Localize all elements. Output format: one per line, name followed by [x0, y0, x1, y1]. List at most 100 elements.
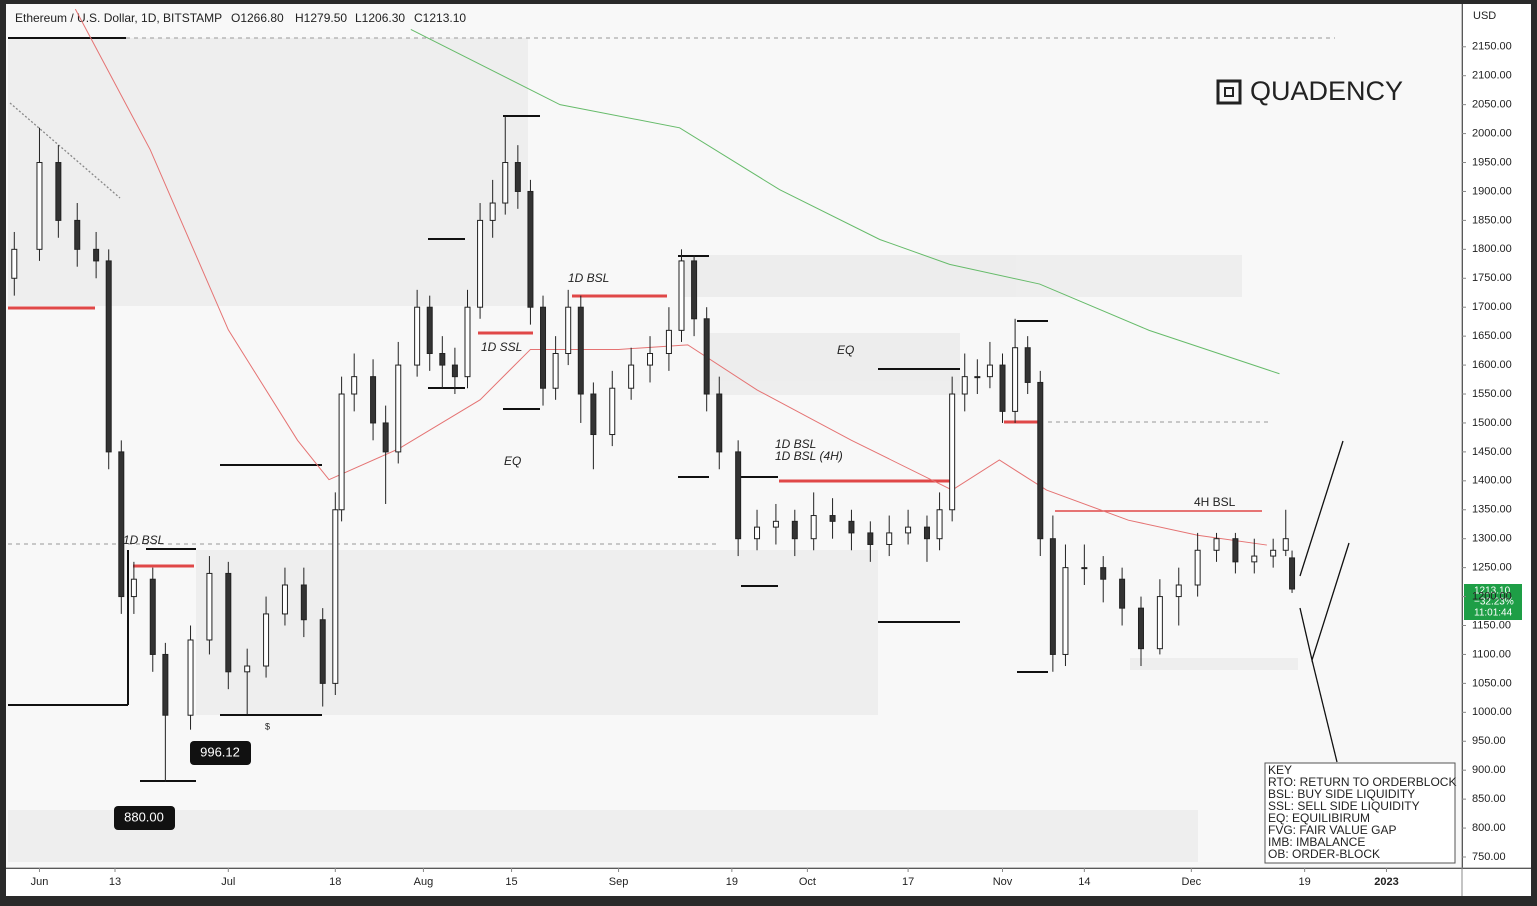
- candle-body: [93, 248, 100, 262]
- candle-body: [565, 306, 572, 355]
- y-tick-label: 2150.00: [1472, 41, 1512, 53]
- y-tick-label: 1800.00: [1472, 243, 1512, 255]
- y-tick-label: 750.00: [1472, 851, 1506, 863]
- key-item: EQ: EQUILIBIRUM: [1268, 811, 1370, 825]
- candle-body: [552, 353, 559, 389]
- candle-body: [332, 509, 339, 684]
- brand-name: QUADENCY: [1250, 76, 1403, 106]
- dashed-levels: [8, 37, 1335, 545]
- y-tick-label: 1900.00: [1472, 185, 1512, 197]
- x-tick-label: Nov: [993, 876, 1013, 888]
- x-tick-label: Sep: [609, 876, 629, 888]
- y-tick-label: 950.00: [1472, 735, 1506, 747]
- candle-body: [703, 318, 710, 395]
- annotation: 1D BSL: [775, 437, 816, 451]
- candle-body: [810, 515, 817, 540]
- candle-body: [439, 353, 446, 366]
- currency: USD: [1473, 10, 1496, 22]
- x-tick-label: Aug: [414, 876, 434, 888]
- candle-body: [848, 520, 855, 534]
- key-item: BSL: BUY SIDE LIQUIDITY: [1268, 787, 1415, 801]
- key-item: RTO: RETURN TO ORDERBLOCK: [1268, 775, 1456, 789]
- levels: [8, 37, 1048, 782]
- candle-body: [1081, 567, 1088, 570]
- key-title: KEY: [1268, 763, 1292, 777]
- key-item: FVG: FAIR VALUE GAP: [1268, 823, 1396, 837]
- x-tick-label: 19: [1299, 876, 1311, 888]
- candle-body: [540, 306, 547, 389]
- candle-body: [281, 584, 288, 615]
- candle-body: [867, 532, 874, 545]
- annotation: 1D SSL: [481, 340, 522, 354]
- candle-body: [1270, 549, 1277, 557]
- last-price: 1213.10: [1474, 586, 1511, 597]
- candle-body: [338, 393, 345, 511]
- y-tick-label: 1700.00: [1472, 301, 1512, 313]
- candle-body: [426, 306, 433, 355]
- y-tick-label: 1600.00: [1472, 359, 1512, 371]
- red-levels: [8, 294, 1262, 568]
- candle-body: [691, 260, 698, 320]
- annotation: EQ: [837, 343, 854, 357]
- candle-body: [370, 376, 377, 424]
- candle-body: [986, 364, 993, 378]
- projection: [9, 102, 1350, 763]
- candle-body: [1156, 596, 1163, 650]
- key-item: IMB: IMBALANCE: [1268, 835, 1365, 849]
- candle-body: [754, 526, 761, 540]
- y-tick-label: 1750.00: [1472, 272, 1512, 284]
- ohlc-low: L1206.30: [355, 11, 405, 25]
- candle-body: [678, 260, 685, 331]
- y-tick-label: 1250.00: [1472, 562, 1512, 574]
- candle-body: [118, 451, 125, 598]
- y-tick-label: 2000.00: [1472, 127, 1512, 139]
- candle-body: [1012, 347, 1019, 412]
- ohlc-open: O1266.80: [231, 11, 284, 25]
- x-tick-label: 17: [902, 876, 914, 888]
- y-tick-label: 1050.00: [1472, 677, 1512, 689]
- candle-body: [1251, 555, 1258, 563]
- y-tick-label: 1850.00: [1472, 214, 1512, 226]
- x-tick-label: Jul: [221, 876, 235, 888]
- candle-body: [647, 353, 654, 366]
- candle-body: [1175, 584, 1182, 598]
- moving-average: [74, 8, 1267, 546]
- candle-body: [791, 520, 798, 540]
- y-tick-label: 1950.00: [1472, 156, 1512, 168]
- candle-body: [395, 364, 402, 453]
- key-item: OB: ORDER-BLOCK: [1268, 847, 1380, 861]
- symbol: Ethereum / U.S. Dollar, 1D, BITSTAMP: [15, 11, 222, 25]
- candle-body: [974, 376, 981, 379]
- candle-body: [886, 532, 893, 545]
- candle-body: [1232, 538, 1239, 563]
- candle-body: [477, 219, 484, 308]
- ohlc-high: H1279.50: [295, 11, 347, 25]
- candle-body: [1289, 557, 1296, 590]
- y-tick-label: 2050.00: [1472, 99, 1512, 111]
- candle-body: [527, 190, 534, 308]
- annotation: 1D BSL: [123, 533, 164, 547]
- candle-body: [590, 393, 597, 436]
- time-axis-bg: [6, 869, 1531, 896]
- candle-body: [300, 584, 307, 621]
- candle-body: [1194, 549, 1201, 586]
- candle-body: [628, 364, 635, 389]
- y-tick-label: 1300.00: [1472, 533, 1512, 545]
- candle-body: [451, 364, 458, 378]
- candle-body: [514, 162, 521, 192]
- candle-body: [382, 422, 389, 453]
- price-tag: 880.00: [124, 809, 164, 824]
- y-tick-label: 1550.00: [1472, 388, 1512, 400]
- candle-body: [1213, 538, 1220, 551]
- annotations: 1D BSL 1D SSL EQ 1D BSL 1D BSL 1D BSL (4…: [123, 271, 1236, 731]
- countdown: 11:01:44: [1474, 608, 1513, 619]
- annotation: 4H BSL: [1194, 495, 1236, 509]
- y-tick-label: 2100.00: [1472, 70, 1512, 82]
- candle-body: [105, 260, 112, 453]
- candle-body: [130, 578, 137, 598]
- y-tick-label: 1100.00: [1472, 648, 1511, 660]
- x-tick-label: 18: [329, 876, 341, 888]
- candle-body: [923, 526, 930, 540]
